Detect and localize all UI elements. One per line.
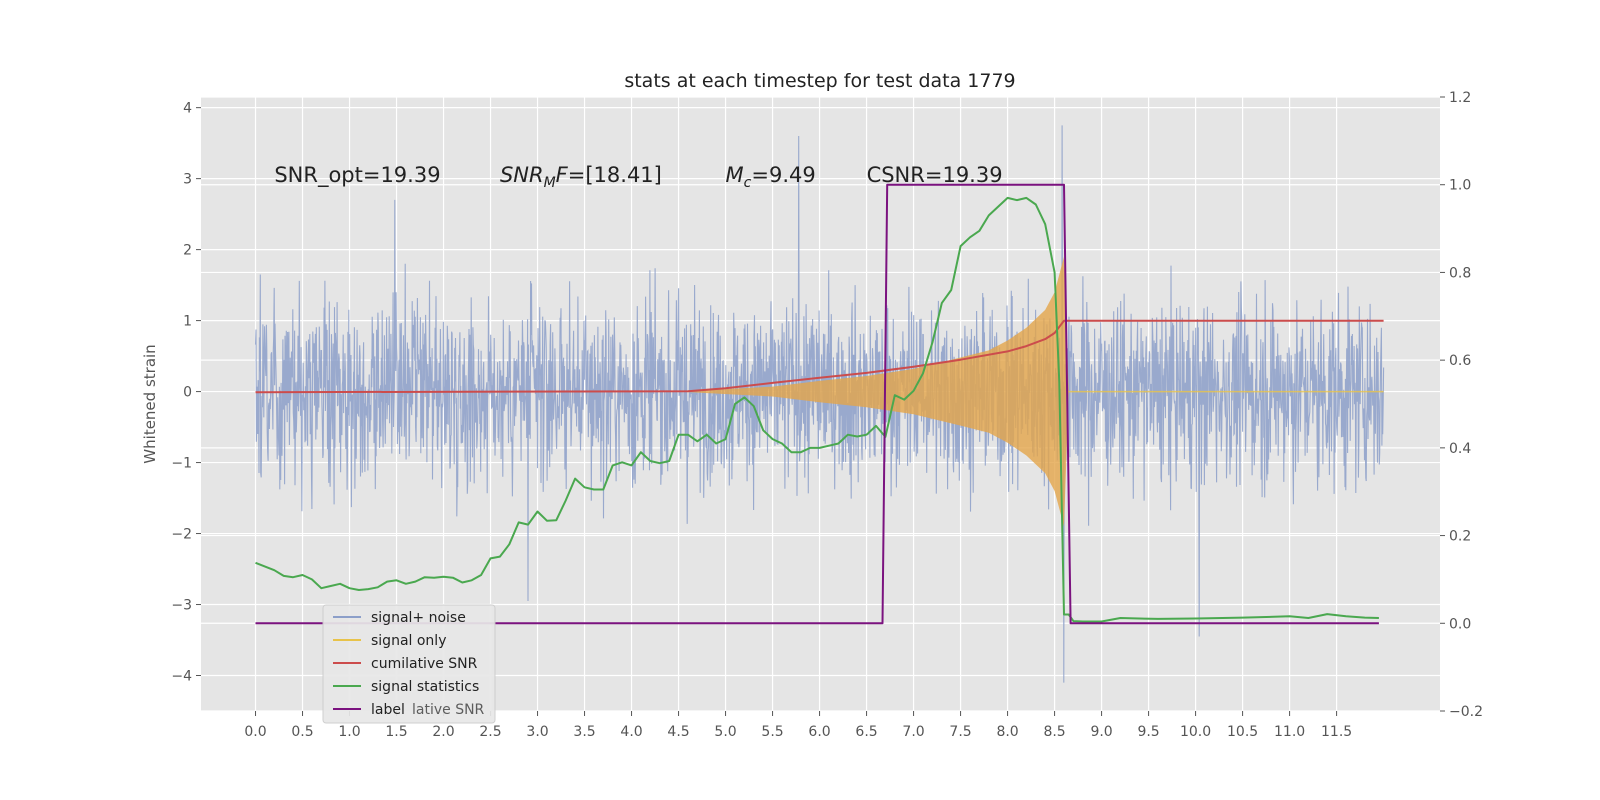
annotation-text: Mc=9.49 xyxy=(726,163,816,191)
x-tick-label: 2.0 xyxy=(432,724,454,740)
annotations: SNR_opt=19.39 SNRMF=[18.41] Mc=9.49 CSNR=19… xyxy=(274,163,1002,191)
y-tick-label: 3 xyxy=(183,172,192,188)
x-tick-label: 7.5 xyxy=(949,724,971,740)
x-tick-label: 11.0 xyxy=(1274,724,1305,740)
chart-title: stats at each timestep for test data 177… xyxy=(624,70,1015,92)
legend-label: label xyxy=(371,702,405,718)
legend: lative SNR signal+ noise signal only cumila… xyxy=(322,604,496,724)
y2-tick-label: 1.2 xyxy=(1449,90,1471,106)
y2-tick-label: 1.0 xyxy=(1449,178,1471,194)
x-tick-label: 5.0 xyxy=(714,724,736,740)
label-line xyxy=(255,183,1379,625)
x-tick-label: 3.0 xyxy=(526,724,548,740)
x-tick-label: 6.5 xyxy=(855,724,877,740)
x-tick-label: 8.5 xyxy=(1043,724,1065,740)
annotation-text: SNRMF=[18.41] xyxy=(500,163,662,191)
legend-box xyxy=(322,604,496,724)
legend-label: signal only xyxy=(371,633,446,649)
x-tick-label: 4.0 xyxy=(620,724,642,740)
legend-label: cumilative SNR xyxy=(371,656,478,672)
x-tick-label: 11.5 xyxy=(1321,724,1352,740)
line-series xyxy=(255,183,1384,625)
x-tick-label: 10.0 xyxy=(1180,724,1211,740)
x-tick-label: 0.0 xyxy=(244,724,266,740)
y2-tick-label: 0.0 xyxy=(1449,616,1471,632)
y2-tick-label: 0.8 xyxy=(1449,265,1471,281)
y-axis-label: Whitened strain xyxy=(141,344,159,463)
legend-ghost-text: lative SNR xyxy=(412,702,485,718)
legend-label: signal statistics xyxy=(371,679,479,695)
x-tick-label: 2.5 xyxy=(479,724,501,740)
annotation-text: CSNR=19.39 xyxy=(867,163,1003,187)
x-tick-label: 9.0 xyxy=(1090,724,1112,740)
y-tick-label: 2 xyxy=(183,243,192,259)
y-tick-label: −2 xyxy=(171,527,192,543)
y-tick-label: 4 xyxy=(183,101,192,117)
x-tick-label: 1.0 xyxy=(338,724,360,740)
y-tick-label: −3 xyxy=(171,598,192,614)
x-tick-label: 10.5 xyxy=(1227,724,1258,740)
y2-tick-label: −0.2 xyxy=(1449,704,1483,720)
signal-statistics-line xyxy=(255,196,1379,623)
x-tick-label: 0.5 xyxy=(291,724,313,740)
y-tick-label: −1 xyxy=(171,456,192,472)
legend-label: signal+ noise xyxy=(371,610,466,626)
x-tick-label: 9.5 xyxy=(1137,724,1159,740)
x-tick-label: 8.0 xyxy=(996,724,1018,740)
x-tick-label: 3.5 xyxy=(573,724,595,740)
x-tick-label: 7.0 xyxy=(902,724,924,740)
signal-only-band xyxy=(678,256,1384,527)
cumulative-snr-line xyxy=(255,319,1384,394)
x-tick-label: 1.5 xyxy=(385,724,407,740)
y-tick-label: 0 xyxy=(183,385,192,401)
x-tick-label: 5.5 xyxy=(761,724,783,740)
y2-tick-label: 0.6 xyxy=(1449,353,1471,369)
x-tick-label: 6.0 xyxy=(808,724,830,740)
y2-tick-label: 0.4 xyxy=(1449,441,1471,457)
y-tick-label: 1 xyxy=(183,314,192,330)
y-tick-label: −4 xyxy=(171,669,192,685)
annotation-text: SNR_opt=19.39 xyxy=(274,163,440,188)
y2-tick-label: 0.2 xyxy=(1449,529,1471,545)
axes: 0.0 0.5 1.0 1.5 2.0 2.5 3.0 3.5 4.0 4.5 5.0 5.5 6.0 6… xyxy=(171,90,1483,740)
signal-only-series xyxy=(678,256,1384,527)
x-tick-label: 4.5 xyxy=(667,724,689,740)
